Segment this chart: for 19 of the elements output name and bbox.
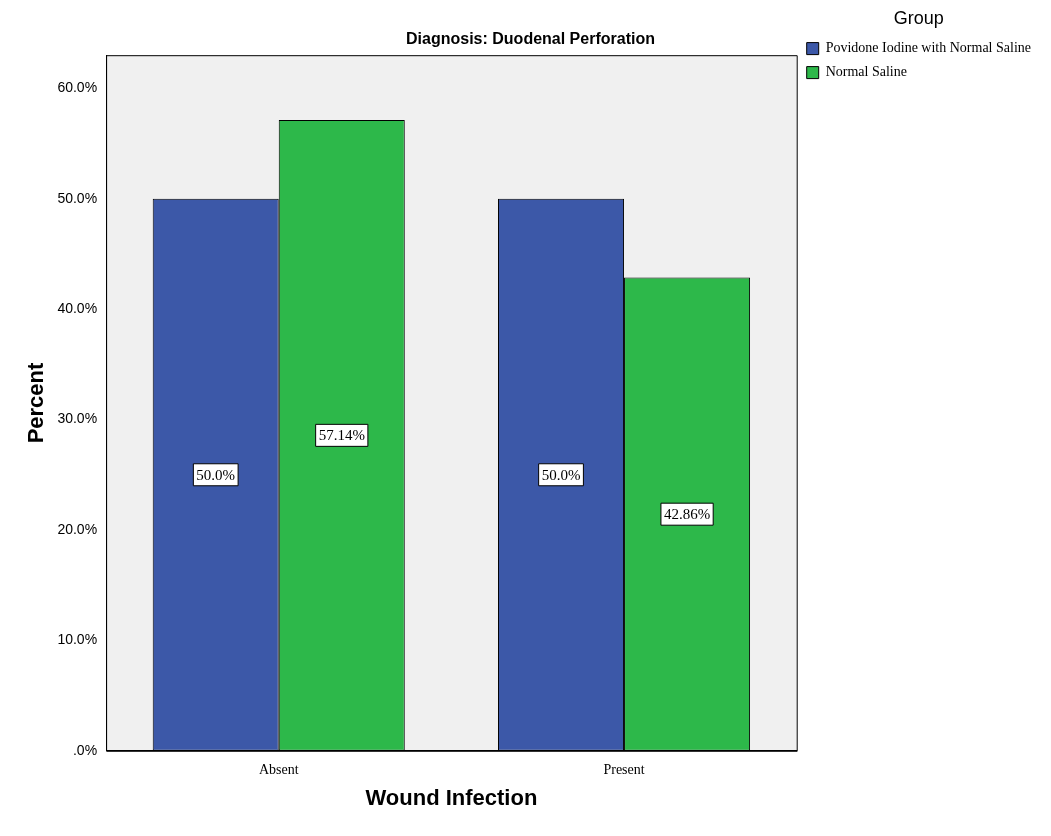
data-label: 50.0% — [541, 466, 581, 483]
x-tick-label: Absent — [258, 761, 299, 777]
x-tick-label: Present — [603, 761, 645, 777]
data-label: 57.14% — [318, 427, 365, 444]
legend-label: Povidone Iodine with Normal Saline — [825, 40, 1032, 56]
legend-label: Normal Saline — [825, 64, 907, 80]
y-tick-label: 20.0% — [57, 520, 98, 537]
x-axis-title: Wound Infection — [365, 784, 538, 810]
data-label: 42.86% — [663, 506, 711, 523]
y-tick-label: 60.0% — [57, 79, 98, 96]
chart-title: Diagnosis: Duodenal Perforation — [406, 30, 655, 48]
legend-title: Group — [893, 7, 944, 28]
y-tick-label: 10.0% — [57, 631, 98, 648]
y-tick-label: .0% — [72, 741, 98, 758]
y-tick-label: 30.0% — [57, 410, 98, 427]
data-label: 50.0% — [196, 466, 236, 483]
y-axis-title: Percent — [23, 361, 49, 444]
y-tick-label: 40.0% — [57, 300, 98, 317]
y-tick-label: 50.0% — [57, 189, 98, 206]
